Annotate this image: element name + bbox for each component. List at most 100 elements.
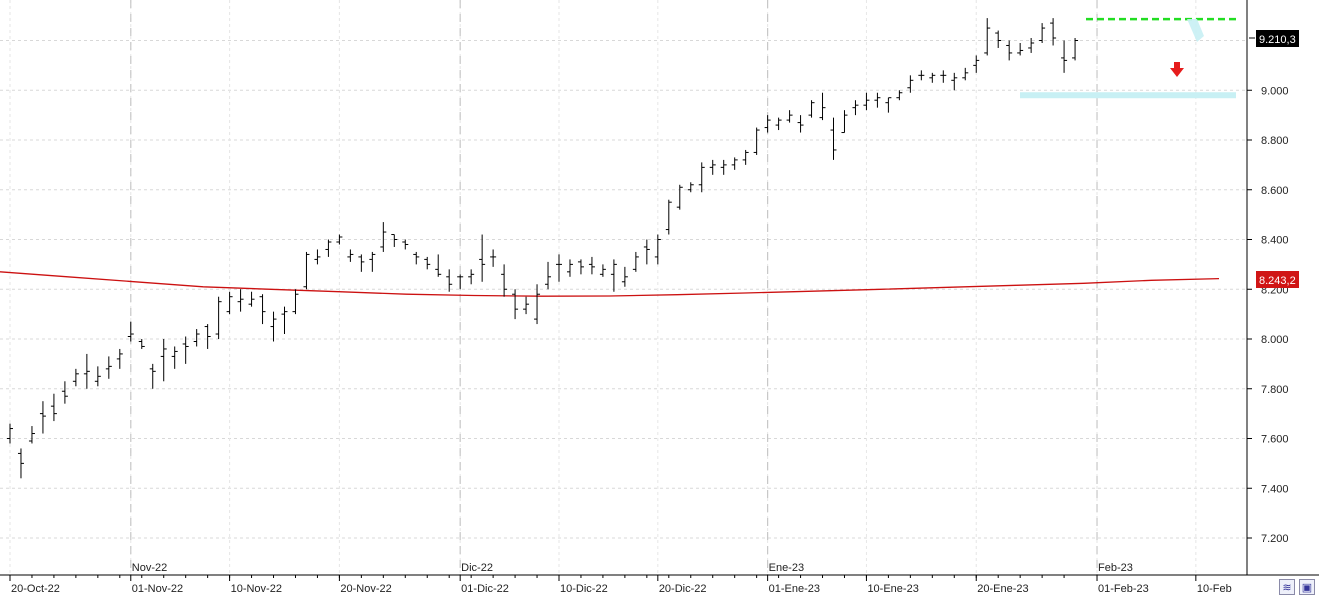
ohlc-bar	[885, 97, 892, 113]
y-tick-label: 8.800	[1261, 135, 1289, 147]
ohlc-bar	[94, 366, 101, 387]
x-tick-label: 01-Ene-23	[769, 583, 820, 595]
month-label: Feb-23	[1098, 562, 1133, 574]
ohlc-bar	[391, 234, 398, 247]
ohlc-bar	[501, 264, 508, 297]
zoom-button[interactable]: ≋	[1279, 579, 1295, 595]
ohlc-bar	[534, 284, 541, 325]
ohlc-bar	[1017, 42, 1024, 56]
ohlc-bar	[951, 72, 958, 91]
ohlc-bar	[753, 127, 760, 155]
ohlc-bar	[193, 329, 200, 347]
x-tick-label: 20-Ene-23	[977, 583, 1028, 595]
ohlc-bar	[292, 289, 299, 315]
ohlc-bar	[1028, 38, 1035, 53]
ohlc-bar	[632, 251, 639, 272]
ohlc-bar	[1006, 40, 1013, 61]
ohlc-bar	[248, 291, 255, 307]
ohlc-bar	[347, 249, 354, 262]
ohlc-bar	[665, 199, 672, 235]
ohlc-bar	[215, 296, 222, 339]
ohlc-bar	[610, 259, 617, 292]
support-band	[1020, 92, 1236, 99]
x-tick-label: 20-Dic-22	[659, 583, 707, 595]
moving-average-label: 8.243,2	[1259, 275, 1296, 287]
ohlc-bar	[545, 261, 552, 290]
x-tick-label: 01-Dic-22	[461, 583, 509, 595]
ohlc-bar	[380, 222, 387, 252]
moving-average-layer	[0, 271, 1220, 297]
ohlc-bar	[50, 393, 57, 422]
ohlc-bar	[1061, 40, 1068, 73]
ohlc-bar	[797, 115, 804, 133]
y-tick-label: 7.200	[1261, 533, 1289, 545]
down-arrow-icon	[1170, 62, 1184, 77]
ohlc-bar	[676, 184, 683, 210]
ohlc-bar	[863, 92, 870, 111]
ohlc-bar	[204, 324, 211, 349]
ohlc-bar	[127, 321, 134, 342]
ohlc-bar	[490, 249, 497, 267]
ohlc-bar	[588, 256, 595, 275]
ohlc-bars	[7, 18, 1079, 479]
ohlc-bar	[281, 306, 288, 335]
ohlc-bar	[270, 311, 277, 342]
last-price-badge: 9.210,3	[1249, 30, 1299, 47]
ohlc-bar	[83, 353, 90, 389]
ohlc-bar	[764, 115, 771, 133]
month-label: Nov-22	[132, 562, 167, 574]
ohlc-bar	[369, 251, 376, 272]
ohlc-bar	[786, 110, 793, 123]
zoom-icon: ≋	[1282, 581, 1292, 594]
ohlc-bar	[1072, 38, 1079, 61]
y-tick-label: 7.400	[1261, 483, 1289, 495]
ohlc-bar	[687, 182, 694, 193]
ohlc-bar	[973, 55, 980, 73]
ohlc-bar	[1039, 23, 1046, 43]
ohlc-bar	[226, 291, 233, 315]
annotations	[1086, 17, 1236, 77]
x-tick-label: 10-Feb	[1197, 583, 1232, 595]
time-axis: 20-Oct-22 01-Nov-22 10-Nov-22 20-Nov-22 01-D…	[9, 562, 1232, 595]
ohlc-bar	[336, 234, 343, 245]
ohlc-bar	[259, 294, 266, 325]
y-tick-label: 9.000	[1261, 85, 1289, 97]
x-tick-label: 20-Nov-22	[340, 583, 391, 595]
x-tick-label: 01-Feb-23	[1098, 583, 1149, 595]
ohlc-bar	[105, 356, 112, 379]
ohlc-bar	[413, 251, 420, 265]
ohlc-bar	[116, 348, 123, 369]
ohlc-bar	[830, 117, 837, 160]
ohlc-bar	[468, 269, 475, 285]
ohlc-bar	[720, 159, 727, 175]
ohlc-bar	[775, 117, 782, 131]
ohlc-bar	[819, 92, 826, 121]
ohlc-bar	[918, 70, 925, 81]
x-tick-label: 01-Nov-22	[132, 583, 183, 595]
y-tick-label: 8.600	[1261, 185, 1289, 197]
x-tick-label: 10-Dic-22	[560, 583, 608, 595]
price-axis: 7.2007.4007.6007.8008.0008.2008.4008.600…	[1247, 85, 1289, 545]
ohlc-bar	[446, 269, 453, 292]
save-icon: ▣	[1301, 581, 1313, 594]
ohlc-bar	[643, 239, 650, 265]
ohlc-bar	[39, 401, 46, 434]
ohlc-bar	[72, 368, 79, 387]
x-tick-label: 10-Nov-22	[231, 583, 282, 595]
ohlc-bar	[325, 239, 332, 257]
x-tick-label: 10-Ene-23	[867, 583, 918, 595]
ohlc-bar	[314, 249, 321, 265]
x-tick-label: 20-Oct-22	[11, 583, 60, 595]
ohlc-bar	[995, 30, 1002, 48]
ohlc-bar	[138, 339, 145, 349]
ohlc-bar	[940, 70, 947, 83]
ohlc-bar	[171, 346, 178, 369]
ohlc-bar	[479, 234, 486, 282]
ohlc-bar	[303, 251, 310, 290]
ohlc-bar	[28, 426, 35, 444]
ohlc-bar	[808, 100, 815, 118]
highlight-marker	[1187, 19, 1204, 42]
moving-average-badge: 8.243,2	[1256, 271, 1299, 288]
save-button[interactable]: ▣	[1299, 579, 1315, 595]
ohlc-bar	[599, 264, 606, 277]
